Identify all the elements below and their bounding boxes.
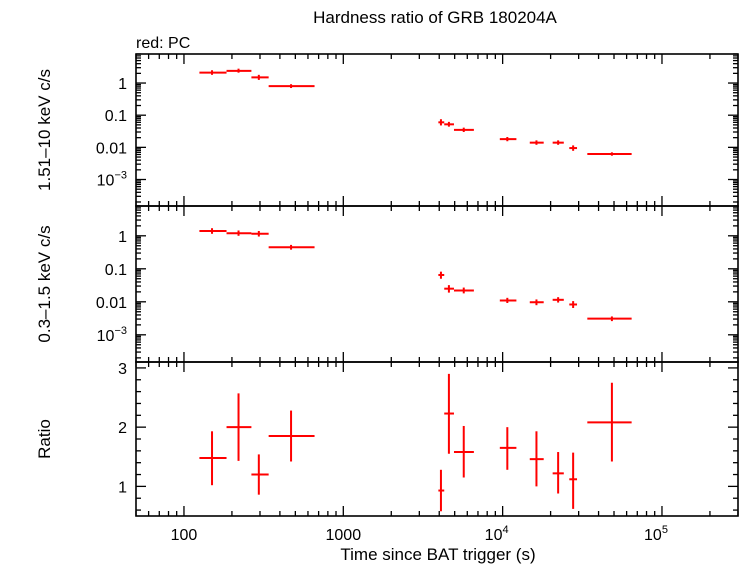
panel-frame [135,205,739,363]
data-point [251,74,269,80]
data-point [453,127,474,133]
y-tick-label: 2 [118,420,127,437]
y-ticks [136,367,738,511]
panel-hard: 1 0.1 0.01 10−3 1.51–10 keV c/s [35,53,739,207]
panels: 1 0.1 0.01 10−3 1.51–10 keV c/s 1 0.1 0.01 10−3 0… [35,53,739,544]
x-tick-label: 1000 [326,527,362,544]
data-point [552,140,564,145]
data-point [251,230,269,237]
color-legend-note: red: PC [136,35,190,52]
data-point [268,410,315,462]
y-tick-label: 3 [118,361,127,378]
x-ticks [135,362,739,516]
data-point [569,452,578,509]
data-point [499,297,517,304]
y-tick-label: 1 [118,229,127,246]
data-point [226,230,252,236]
data-point [199,70,227,75]
data-point [226,68,252,73]
y-tick-label: 0.1 [105,108,127,125]
data-point [438,469,445,512]
data-point [529,431,544,487]
panel-soft: 1 0.1 0.01 10−3 0.3–1.5 keV c/s [35,205,739,363]
data-point [444,373,454,454]
data-point [251,454,269,495]
chart-title: Hardness ratio of GRB 180204A [313,8,557,27]
y-tick-label: 10−3 [97,325,127,345]
data-point [499,427,517,470]
data-point [529,140,544,145]
y-ticks [136,53,738,203]
data-point [453,287,474,294]
data-series [199,228,632,322]
data-point [552,452,564,494]
data-point [569,301,578,308]
data-series [199,68,632,156]
y-tick-label: 0.1 [105,262,127,279]
x-ticks [135,206,739,362]
panel-frame [135,361,739,517]
data-point [444,285,454,293]
data-point [444,121,454,127]
data-point [552,297,564,303]
data-point [268,244,315,250]
data-point [226,393,252,461]
data-point [199,228,227,234]
y-tick-label: 0.01 [96,140,127,157]
x-tick-label: 104 [485,524,509,544]
x-ticks [135,54,739,206]
data-point [587,382,632,462]
data-point [587,316,632,322]
data-point [199,431,227,486]
data-point [569,145,578,151]
y-axis-label: 0.3–1.5 keV c/s [35,225,54,342]
x-tick-label: 100 [171,527,198,544]
data-point [438,271,445,279]
data-series [199,373,632,512]
data-point [268,84,315,89]
panel-frame [135,53,739,207]
panel-ratio: 1 2 3 Ratio [35,361,739,517]
y-tick-label: 10−3 [97,170,127,190]
data-point [453,425,474,478]
data-point [499,136,517,142]
y-axis-label: 1.51–10 keV c/s [35,69,54,191]
y-tick-label: 1 [118,76,127,93]
y-tick-label: 1 [118,479,127,496]
data-point [438,119,445,126]
data-point [587,152,632,156]
data-point [529,299,544,306]
x-axis-label: Time since BAT trigger (s) [340,545,535,564]
x-tick-label: 105 [644,524,668,544]
y-axis-label: Ratio [35,419,54,459]
y-ticks [136,205,738,359]
y-tick-label: 0.01 [96,295,127,312]
